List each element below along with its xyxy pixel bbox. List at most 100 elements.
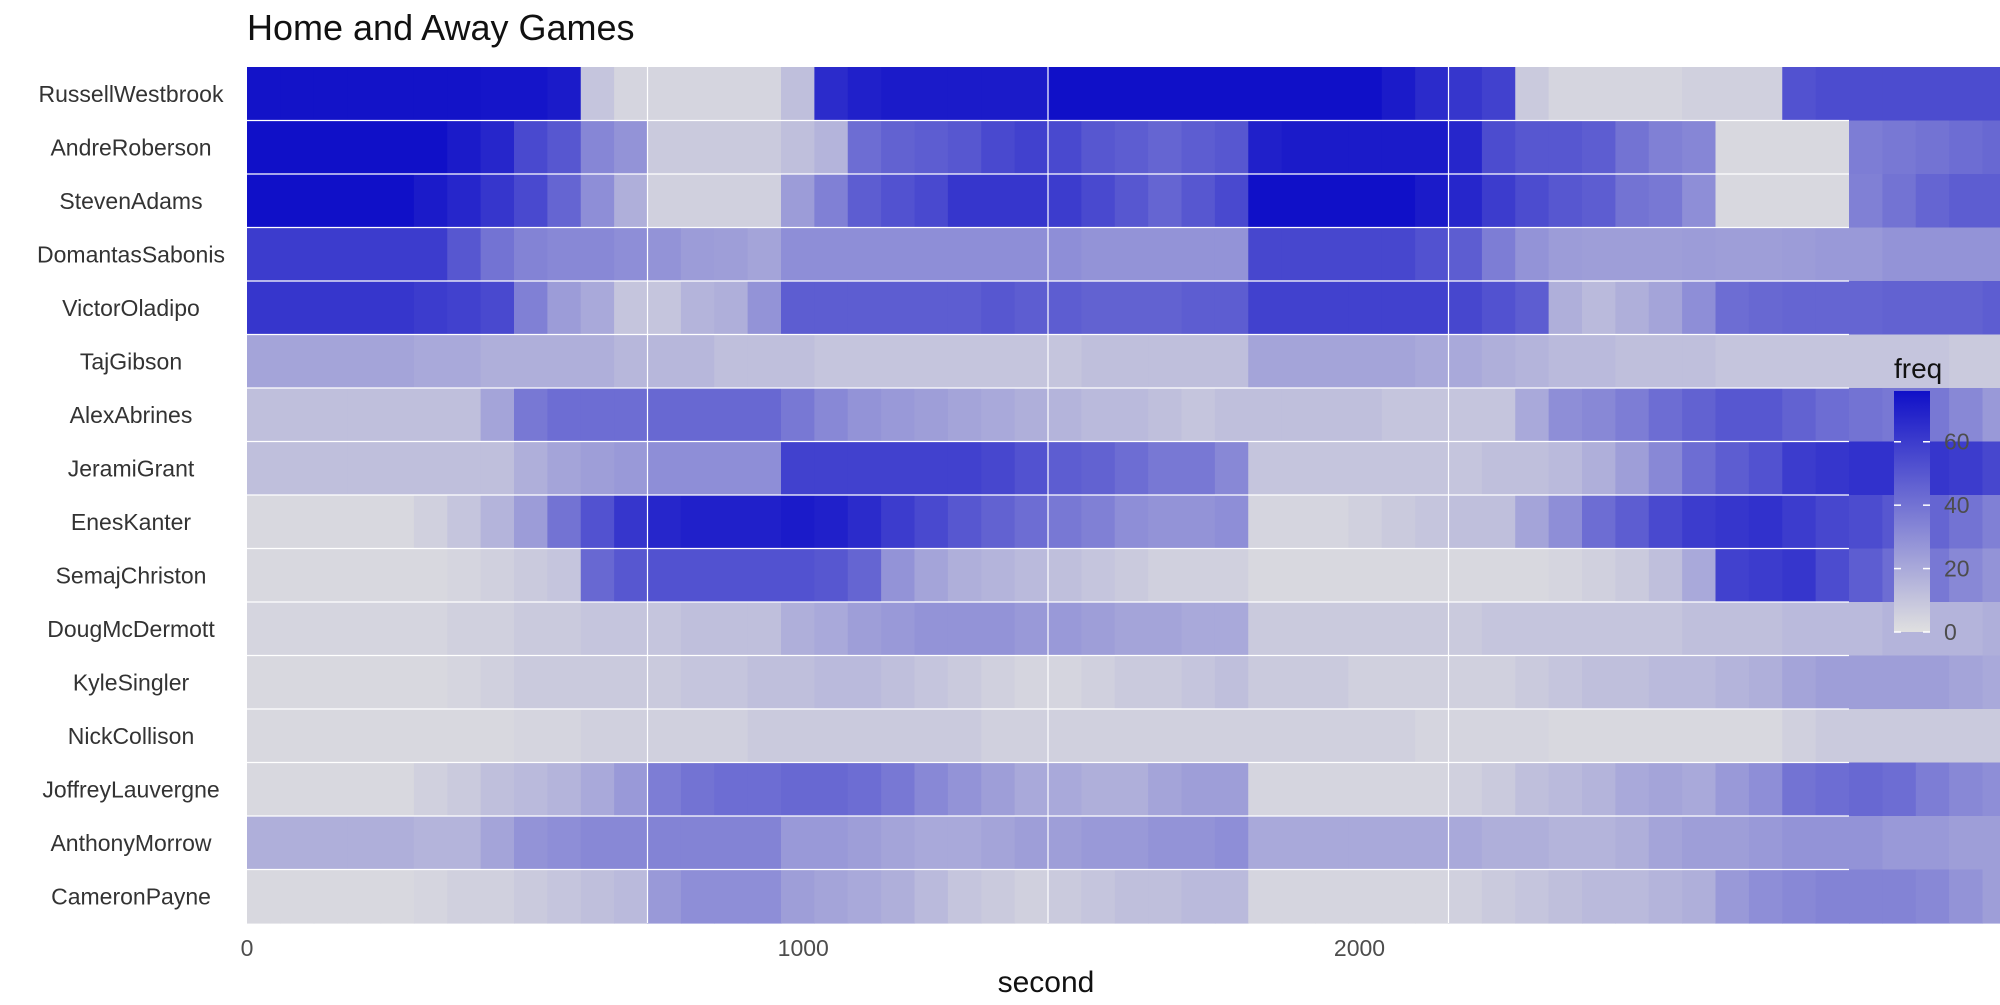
heatmap-cell bbox=[1882, 709, 1916, 763]
heatmap-cell bbox=[414, 495, 448, 549]
heatmap-cell bbox=[714, 816, 748, 870]
heatmap-cell bbox=[1882, 281, 1916, 335]
heatmap-cell bbox=[247, 495, 281, 549]
heatmap-cell bbox=[1282, 549, 1316, 603]
heatmap-cell bbox=[614, 602, 648, 656]
heatmap-cell bbox=[1949, 870, 1983, 924]
heatmap-cell bbox=[1382, 870, 1416, 924]
heatmap-cell bbox=[1549, 281, 1583, 335]
heatmap-cell bbox=[648, 549, 682, 603]
heatmap-cell bbox=[648, 602, 682, 656]
heatmap-cell bbox=[414, 281, 448, 335]
heatmap-cell bbox=[1615, 174, 1649, 228]
heatmap-cell bbox=[280, 870, 314, 924]
heatmap-cell bbox=[1182, 388, 1216, 442]
heatmap-cell bbox=[714, 763, 748, 817]
heatmap-cell bbox=[1315, 763, 1349, 817]
heatmap-cell bbox=[1048, 870, 1082, 924]
heatmap-cell bbox=[1849, 281, 1883, 335]
heatmap-cell bbox=[781, 442, 815, 496]
heatmap-cell bbox=[1048, 67, 1082, 121]
heatmap-cell bbox=[347, 816, 381, 870]
heatmap-cell bbox=[514, 121, 548, 175]
heatmap-cell bbox=[781, 709, 815, 763]
heatmap-cell bbox=[1749, 656, 1783, 710]
heatmap-cell bbox=[981, 121, 1015, 175]
heatmap-cell bbox=[1115, 495, 1149, 549]
heatmap-cell bbox=[1515, 442, 1549, 496]
heatmap-cell bbox=[1115, 121, 1149, 175]
heatmap-cell bbox=[681, 121, 715, 175]
heatmap-cell bbox=[381, 174, 415, 228]
heatmap-cell bbox=[280, 174, 314, 228]
heatmap-cell bbox=[1382, 228, 1416, 282]
heatmap-cell bbox=[514, 763, 548, 817]
heatmap-cell bbox=[1949, 816, 1983, 870]
heatmap-cell bbox=[1582, 549, 1616, 603]
heatmap-cell bbox=[648, 442, 682, 496]
heatmap-cell bbox=[1582, 228, 1616, 282]
heatmap-cell bbox=[1749, 870, 1783, 924]
heatmap-cell bbox=[1849, 495, 1883, 549]
heatmap-cell bbox=[247, 763, 281, 817]
heatmap-cell bbox=[1649, 174, 1683, 228]
heatmap-cell bbox=[1015, 281, 1049, 335]
heatmap-cell bbox=[1749, 602, 1783, 656]
heatmap-cell bbox=[581, 495, 615, 549]
heatmap-cell bbox=[681, 335, 715, 389]
heatmap-cell bbox=[1949, 335, 1983, 389]
heatmap-cell bbox=[1882, 67, 1916, 121]
heatmap-cell bbox=[280, 281, 314, 335]
heatmap-cell bbox=[1182, 816, 1216, 870]
legend-colorbar bbox=[1894, 391, 1930, 632]
heatmap-cell bbox=[1248, 549, 1282, 603]
heatmap-cell bbox=[1983, 228, 2000, 282]
heatmap-cell bbox=[848, 763, 882, 817]
heatmap-cell bbox=[1949, 709, 1983, 763]
heatmap-cell bbox=[481, 870, 515, 924]
heatmap-cell bbox=[1749, 121, 1783, 175]
heatmap-cell bbox=[915, 388, 949, 442]
heatmap-cell bbox=[748, 335, 782, 389]
row-label: VictorOladipo bbox=[62, 295, 200, 321]
heatmap-cell bbox=[1482, 121, 1516, 175]
heatmap-cell bbox=[748, 816, 782, 870]
heatmap-cell bbox=[1882, 763, 1916, 817]
row-label: EnesKanter bbox=[71, 509, 192, 535]
heatmap-cell bbox=[1215, 709, 1249, 763]
heatmap-cell bbox=[1515, 816, 1549, 870]
heatmap-cell bbox=[1482, 763, 1516, 817]
heatmap-cell bbox=[347, 174, 381, 228]
heatmap-cell bbox=[1015, 67, 1049, 121]
heatmap-cell bbox=[347, 281, 381, 335]
heatmap-cell bbox=[848, 656, 882, 710]
heatmap-cell bbox=[1582, 388, 1616, 442]
heatmap-cell bbox=[381, 281, 415, 335]
heatmap-cell bbox=[1782, 549, 1816, 603]
heatmap-cell bbox=[347, 121, 381, 175]
heatmap-cell bbox=[1983, 656, 2000, 710]
heatmap-cell bbox=[347, 495, 381, 549]
heatmap-cell bbox=[1081, 174, 1115, 228]
row-label: JeramiGrant bbox=[68, 455, 195, 481]
heatmap-cell bbox=[1415, 442, 1449, 496]
heatmap-cell bbox=[1115, 335, 1149, 389]
heatmap-cell bbox=[1549, 602, 1583, 656]
heatmap-cell bbox=[915, 335, 949, 389]
heatmap-cell bbox=[1248, 709, 1282, 763]
x-tick-label: 0 bbox=[241, 935, 254, 961]
heatmap-cell bbox=[1148, 709, 1182, 763]
heatmap-cell bbox=[915, 870, 949, 924]
heatmap-cell bbox=[881, 549, 915, 603]
heatmap-cell bbox=[1582, 495, 1616, 549]
heatmap-cell bbox=[1582, 335, 1616, 389]
heatmap-cell bbox=[1449, 656, 1483, 710]
heatmap-cell bbox=[1682, 656, 1716, 710]
heatmap-cell bbox=[1782, 602, 1816, 656]
heatmap-cell bbox=[1148, 870, 1182, 924]
heatmap-cell bbox=[1148, 281, 1182, 335]
heatmap-cell bbox=[1081, 709, 1115, 763]
heatmap-cell bbox=[447, 121, 481, 175]
heatmap-cell bbox=[881, 495, 915, 549]
heatmap-cell bbox=[1615, 335, 1649, 389]
